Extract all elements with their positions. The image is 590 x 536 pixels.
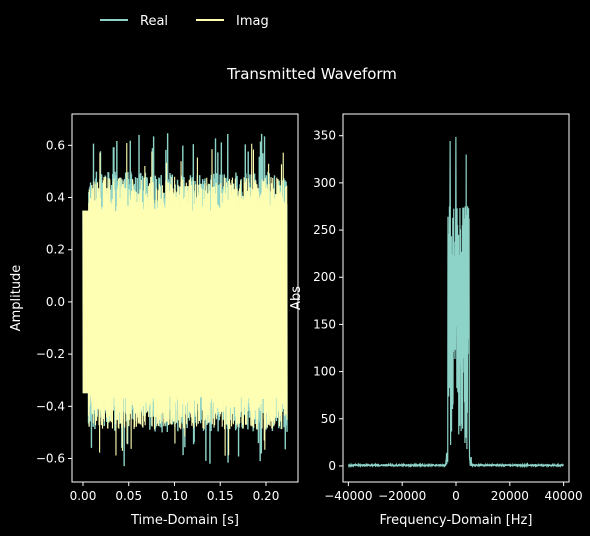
- legend-label-real: Real: [140, 14, 168, 29]
- time-domain-frame: [71, 113, 299, 483]
- time-domain-xtick-label: 0.10: [161, 489, 188, 503]
- frequency-domain-ticks: −40000 −20000 0 20000 40000 0 50 100 150 200 250 30…: [313, 129, 583, 503]
- time-domain-plot-area: [82, 133, 288, 467]
- time-domain-ticks: 0.00 0.05 0.10 0.15 0.20 −0.6 −0.4 −0.2 0.0 0.2 0.…: [36, 138, 279, 503]
- time-domain-xtick-label: 0.05: [115, 489, 142, 503]
- time-domain-xlabel: Time-Domain [s]: [130, 513, 239, 528]
- frequency-domain-xtick-label: −20000: [378, 489, 426, 503]
- legend-label-imag: Imag: [236, 14, 269, 29]
- time-domain-xtick-label: 0.15: [207, 489, 234, 503]
- series-line-imag: [82, 143, 288, 456]
- time-domain-ytick-label: −0.2: [36, 347, 65, 361]
- time-domain-ytick-label: 0.0: [46, 295, 65, 309]
- frequency-domain-ytick-label: 350: [313, 129, 336, 143]
- frequency-domain-plot-area: [347, 136, 564, 469]
- frequency-domain-xlabel: Frequency-Domain [Hz]: [380, 513, 533, 528]
- time-domain-ytick-label: 0.4: [46, 191, 65, 205]
- frequency-domain-ytick-label: 300: [313, 176, 336, 190]
- time-domain-ytick-label: 0.6: [46, 138, 65, 152]
- legend: Real Imag: [100, 14, 269, 29]
- time-domain-ylabel: Amplitude: [9, 265, 24, 332]
- frequency-domain-xtick-label: 0: [452, 489, 460, 503]
- frequency-domain-ytick-label: 250: [313, 223, 336, 237]
- time-domain-ytick-label: 0.2: [46, 243, 65, 257]
- frequency-domain-axes: −40000 −20000 0 20000 40000 0 50 100 150 200 250 30…: [289, 113, 583, 528]
- series-line-abs: [347, 136, 564, 469]
- frequency-domain-xtick-label: −40000: [324, 489, 372, 503]
- chart-title: Transmitted Waveform: [226, 65, 397, 83]
- frequency-domain-ylabel: Abs: [289, 286, 304, 310]
- time-domain-axes: 0.00 0.05 0.10 0.15 0.20 −0.6 −0.4 −0.2 0.0 0.2 0.…: [9, 113, 299, 528]
- time-domain-xtick-label: 0.00: [70, 489, 97, 503]
- frequency-domain-ytick-label: 0: [328, 459, 336, 473]
- frequency-domain-ytick-label: 200: [313, 270, 336, 284]
- frequency-domain-ytick-label: 150: [313, 317, 336, 331]
- frequency-domain-xtick-label: 40000: [545, 489, 583, 503]
- frequency-domain-ytick-label: 100: [313, 365, 336, 379]
- time-domain-ytick-label: −0.4: [36, 399, 65, 413]
- time-domain-ytick-label: −0.6: [36, 452, 65, 466]
- frequency-domain-xtick-label: 20000: [491, 489, 529, 503]
- time-domain-xtick-label: 0.20: [253, 489, 280, 503]
- frequency-domain-ytick-label: 50: [321, 412, 336, 426]
